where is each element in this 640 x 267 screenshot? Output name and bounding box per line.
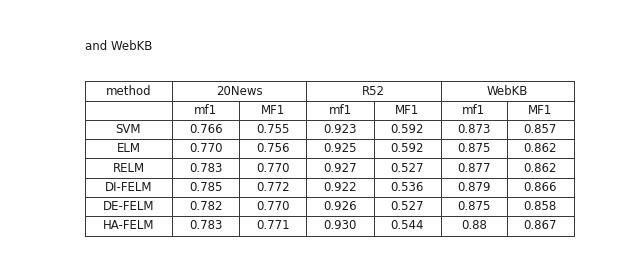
Text: MF1: MF1 <box>260 104 285 117</box>
Text: and WebKB: and WebKB <box>85 40 152 53</box>
Text: 0.862: 0.862 <box>524 142 557 155</box>
Text: 0.770: 0.770 <box>189 142 222 155</box>
Text: 0.923: 0.923 <box>323 123 356 136</box>
Text: 0.922: 0.922 <box>323 181 357 194</box>
Text: 0.536: 0.536 <box>390 181 424 194</box>
Text: WebKB: WebKB <box>486 85 528 97</box>
Text: 0.925: 0.925 <box>323 142 356 155</box>
Text: 0.771: 0.771 <box>256 219 290 233</box>
Text: 0.785: 0.785 <box>189 181 222 194</box>
Text: HA-FELM: HA-FELM <box>102 219 154 233</box>
Text: 0.927: 0.927 <box>323 162 357 175</box>
Text: 0.877: 0.877 <box>457 162 491 175</box>
Text: 0.875: 0.875 <box>457 200 490 213</box>
Text: MF1: MF1 <box>528 104 552 117</box>
Text: 0.755: 0.755 <box>256 123 289 136</box>
Text: 0.857: 0.857 <box>524 123 557 136</box>
Text: 0.875: 0.875 <box>457 142 490 155</box>
Text: 0.862: 0.862 <box>524 162 557 175</box>
Text: 0.866: 0.866 <box>524 181 557 194</box>
Text: ELM: ELM <box>116 142 140 155</box>
Text: 0.930: 0.930 <box>323 219 356 233</box>
Text: 0.544: 0.544 <box>390 219 424 233</box>
Text: 0.527: 0.527 <box>390 200 424 213</box>
Text: DE-FELM: DE-FELM <box>102 200 154 213</box>
Text: mf1: mf1 <box>194 104 217 117</box>
Text: 0.783: 0.783 <box>189 162 222 175</box>
Text: 0.783: 0.783 <box>189 219 222 233</box>
Text: mf1: mf1 <box>328 104 351 117</box>
Text: mf1: mf1 <box>462 104 485 117</box>
Text: 0.879: 0.879 <box>457 181 491 194</box>
Text: method: method <box>106 85 151 97</box>
Text: 0.770: 0.770 <box>256 200 289 213</box>
Text: 0.770: 0.770 <box>256 162 289 175</box>
Text: SVM: SVM <box>116 123 141 136</box>
Text: 0.772: 0.772 <box>256 181 290 194</box>
Text: R52: R52 <box>362 85 385 97</box>
Text: 0.527: 0.527 <box>390 162 424 175</box>
Text: 0.858: 0.858 <box>524 200 557 213</box>
Text: 0.756: 0.756 <box>256 142 289 155</box>
Text: DI-FELM: DI-FELM <box>105 181 152 194</box>
Text: 0.88: 0.88 <box>461 219 487 233</box>
Text: 0.873: 0.873 <box>457 123 490 136</box>
Text: 0.867: 0.867 <box>524 219 557 233</box>
Text: 0.592: 0.592 <box>390 142 424 155</box>
Text: RELM: RELM <box>113 162 145 175</box>
Text: 0.782: 0.782 <box>189 200 222 213</box>
Text: 0.926: 0.926 <box>323 200 357 213</box>
Text: MF1: MF1 <box>395 104 419 117</box>
Text: 0.592: 0.592 <box>390 123 424 136</box>
Text: 0.766: 0.766 <box>189 123 223 136</box>
Text: 20News: 20News <box>216 85 262 97</box>
